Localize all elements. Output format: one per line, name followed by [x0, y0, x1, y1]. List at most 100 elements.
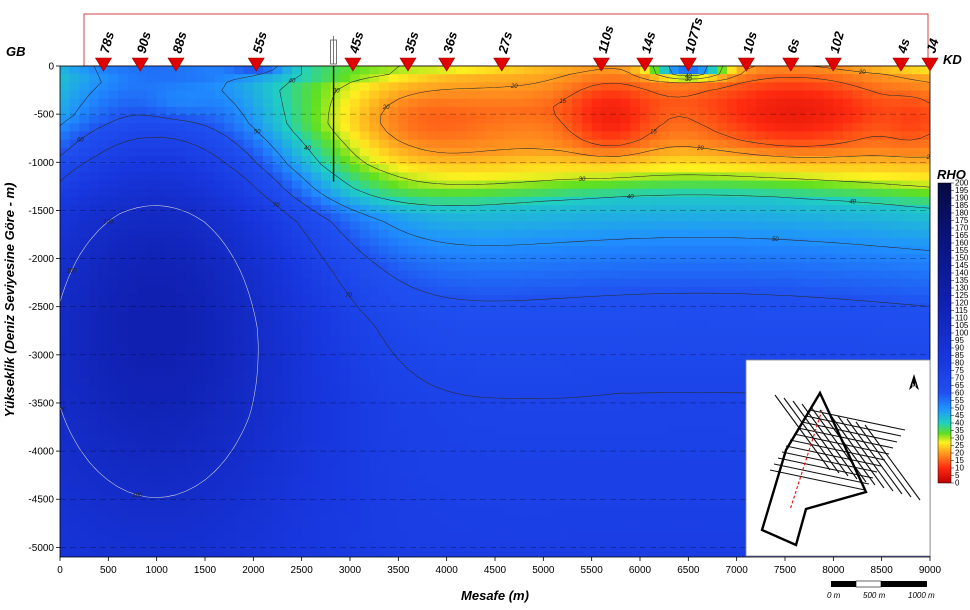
heatmap-cell: [727, 156, 738, 165]
heatmap-cell: [224, 466, 235, 476]
heatmap-cell: [659, 319, 670, 329]
heatmap-cell: [814, 254, 825, 263]
heatmap-cell: [775, 246, 786, 255]
heatmap-cell: [495, 458, 506, 468]
heatmap-cell: [736, 499, 747, 509]
heatmap-cell: [137, 196, 148, 206]
heatmap-cell: [678, 483, 689, 493]
heatmap-cell: [495, 98, 506, 108]
heatmap-cell: [272, 139, 283, 149]
heatmap-cell: [920, 196, 930, 206]
heatmap-cell: [533, 327, 544, 337]
heatmap-cell: [427, 147, 438, 157]
heatmap-cell: [321, 213, 332, 223]
heatmap-cell: [234, 401, 245, 411]
heatmap-cell: [118, 180, 129, 190]
heatmap-cell: [920, 147, 930, 157]
heatmap-cell: [756, 131, 767, 141]
heatmap-cell: [79, 507, 90, 517]
heatmap-cell: [185, 180, 196, 190]
heatmap-cell: [785, 303, 796, 313]
heatmap-cell: [630, 327, 641, 337]
heatmap-cell: [456, 401, 467, 411]
heatmap-cell: [166, 426, 177, 435]
heatmap-cell: [311, 229, 322, 239]
heatmap-cell: [698, 262, 709, 272]
heatmap-cell: [408, 352, 419, 362]
heatmap-cell: [920, 213, 930, 223]
heatmap-cell: [485, 417, 496, 427]
heatmap-cell: [611, 147, 622, 157]
heatmap-cell: [659, 164, 670, 173]
heatmap-cell: [794, 254, 805, 263]
heatmap-cell: [659, 131, 670, 141]
heatmap-cell: [156, 295, 167, 304]
heatmap-cell: [717, 434, 728, 444]
heatmap-cell: [640, 458, 651, 468]
heatmap-cell: [591, 164, 602, 173]
heatmap-cell: [814, 319, 825, 329]
heatmap-cell: [717, 311, 728, 321]
heatmap-cell: [485, 499, 496, 509]
heatmap-cell: [147, 483, 158, 493]
heatmap-cell: [630, 115, 641, 124]
heatmap-cell: [321, 450, 332, 460]
heatmap-cell: [234, 385, 245, 394]
heatmap-cell: [379, 295, 390, 304]
heatmap-cell: [446, 491, 457, 501]
heatmap-cell: [408, 156, 419, 165]
heatmap-cell: [649, 499, 660, 509]
heatmap-cell: [176, 229, 187, 239]
heatmap-cell: [678, 123, 689, 133]
heatmap-cell: [640, 385, 651, 394]
heatmap-cell: [649, 368, 660, 378]
heatmap-cell: [321, 98, 332, 108]
heatmap-cell: [330, 66, 341, 75]
heatmap-cell: [321, 417, 332, 427]
heatmap-cell: [640, 270, 651, 280]
heatmap-cell: [572, 360, 583, 370]
heatmap-cell: [640, 499, 651, 509]
heatmap-cell: [572, 98, 583, 108]
heatmap-cell: [195, 221, 206, 231]
heatmap-cell: [833, 229, 844, 239]
heatmap-cell: [427, 360, 438, 370]
heatmap-cell: [649, 344, 660, 354]
heatmap-cell: [243, 434, 254, 444]
heatmap-cell: [533, 483, 544, 493]
heatmap-cell: [833, 278, 844, 288]
heatmap-cell: [717, 115, 728, 124]
heatmap-cell: [118, 360, 129, 370]
heatmap-cell: [60, 434, 71, 444]
heatmap-cell: [562, 409, 573, 419]
heatmap-cell: [736, 458, 747, 468]
heatmap-cell: [166, 205, 177, 214]
heatmap-cell: [514, 213, 525, 223]
heatmap-cell: [137, 434, 148, 444]
heatmap-cell: [649, 74, 660, 83]
heatmap-cell: [263, 458, 274, 468]
heatmap-cell: [108, 131, 119, 141]
heatmap-cell: [79, 516, 90, 525]
heatmap-cell: [214, 196, 225, 206]
heatmap-cell: [60, 426, 71, 435]
heatmap-cell: [727, 385, 738, 394]
heatmap-cell: [185, 164, 196, 173]
heatmap-cell: [475, 246, 486, 255]
heatmap-cell: [582, 376, 593, 386]
heatmap-cell: [794, 82, 805, 92]
heatmap-cell: [533, 368, 544, 378]
heatmap-cell: [466, 417, 477, 427]
heatmap-cell: [195, 115, 206, 124]
heatmap-cell: [881, 139, 892, 149]
heatmap-cell: [727, 286, 738, 296]
heatmap-cell: [350, 409, 361, 419]
heatmap-cell: [359, 458, 370, 468]
heatmap-cell: [89, 450, 100, 460]
heatmap-cell: [727, 393, 738, 403]
heatmap-cell: [408, 401, 419, 411]
heatmap-cell: [466, 213, 477, 223]
heatmap-cell: [514, 360, 525, 370]
heatmap-cell: [446, 442, 457, 452]
heatmap-cell: [601, 123, 612, 133]
